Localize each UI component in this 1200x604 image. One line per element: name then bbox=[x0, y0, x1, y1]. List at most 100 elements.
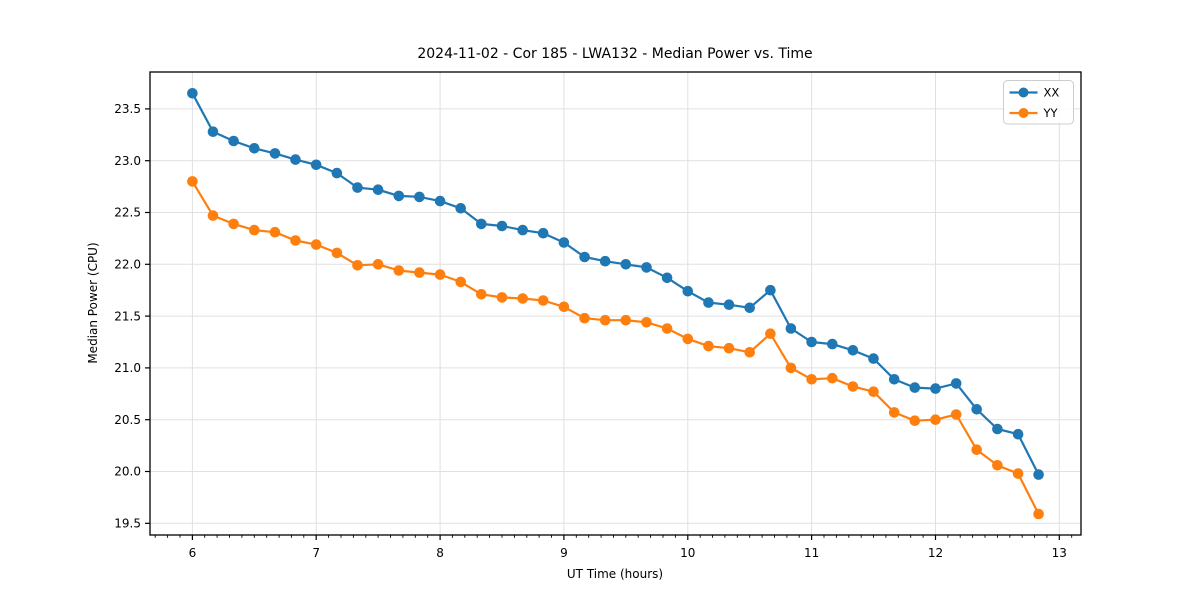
series-YY-point bbox=[207, 210, 219, 221]
series-YY-point bbox=[827, 372, 838, 384]
series-YY-point bbox=[331, 247, 343, 259]
series-YY-point bbox=[703, 340, 714, 352]
y-tick-label: 23.5 bbox=[114, 102, 141, 116]
series-YY-point bbox=[537, 295, 549, 306]
legend-label: XX bbox=[1044, 86, 1060, 100]
series-YY-point bbox=[434, 269, 446, 280]
series-XX-point bbox=[455, 203, 467, 214]
series-YY-point bbox=[682, 333, 694, 345]
series-XX-point bbox=[723, 299, 735, 311]
series-XX-point bbox=[269, 148, 281, 159]
x-axis-label: UT Time (hours) bbox=[567, 567, 663, 581]
y-tick-label: 23.0 bbox=[114, 154, 141, 168]
series-YY-point bbox=[744, 347, 755, 358]
series-YY-point bbox=[971, 444, 982, 456]
series-XX-point bbox=[372, 184, 384, 195]
series-YY-point bbox=[723, 342, 735, 354]
series-XX-point bbox=[827, 338, 838, 350]
y-tick-label: 20.5 bbox=[114, 413, 141, 427]
series-YY-point bbox=[249, 224, 260, 236]
y-tick-label: 21.5 bbox=[114, 309, 141, 323]
series-YY-point bbox=[579, 312, 590, 324]
series-YY-point bbox=[517, 293, 528, 304]
series-YY-point bbox=[806, 374, 817, 385]
series-YY-point bbox=[992, 460, 1003, 471]
series-XX-point bbox=[641, 262, 652, 273]
series-YY-point bbox=[187, 176, 198, 187]
series-YY-point bbox=[765, 328, 776, 340]
series-XX-point bbox=[331, 167, 343, 179]
series-XX-point bbox=[579, 251, 590, 263]
series-YY-point bbox=[641, 317, 652, 328]
series-YY-point bbox=[1012, 468, 1024, 479]
series-YY-point bbox=[868, 386, 879, 398]
series-YY-point bbox=[599, 314, 611, 326]
series-YY-point bbox=[228, 218, 239, 230]
series-YY-point bbox=[310, 239, 322, 250]
y-tick-label: 22.0 bbox=[114, 258, 141, 272]
series-XX-point bbox=[228, 135, 239, 147]
series-XX-point bbox=[434, 195, 446, 207]
x-tick-label: 10 bbox=[680, 546, 695, 560]
series-YY-point bbox=[558, 301, 570, 313]
series-XX-point bbox=[888, 374, 900, 385]
series-XX-point bbox=[806, 336, 817, 348]
series-YY-point bbox=[476, 289, 487, 300]
series-XX-point bbox=[537, 227, 549, 239]
chart-title: 2024-11-02 - Cor 185 - LWA132 - Median P… bbox=[417, 46, 812, 62]
series-YY-point bbox=[414, 267, 425, 278]
series-YY-point bbox=[930, 414, 941, 426]
series-XX-point bbox=[517, 224, 528, 236]
y-tick-label: 20.0 bbox=[114, 465, 141, 479]
series-YY-point bbox=[661, 323, 673, 334]
series-YY-point bbox=[496, 292, 508, 303]
series-YY-point bbox=[785, 362, 797, 374]
series-YY-point bbox=[393, 265, 405, 276]
legend-box bbox=[1003, 80, 1074, 125]
series-XX-point bbox=[868, 353, 879, 364]
series-XX-point bbox=[599, 255, 611, 267]
series-XX-point bbox=[249, 143, 260, 154]
series-XX-point bbox=[930, 383, 941, 394]
series-XX-point bbox=[352, 182, 363, 193]
series-YY-point bbox=[909, 415, 921, 427]
series-XX-point bbox=[1012, 428, 1024, 440]
series-XX-point bbox=[393, 190, 405, 202]
series-XX-point bbox=[310, 159, 322, 171]
y-axis-label: Median Power (CPU) bbox=[86, 242, 100, 363]
series-XX-point bbox=[290, 154, 301, 165]
legend-label: YY bbox=[1043, 106, 1059, 120]
series-YY-line bbox=[191, 180, 1040, 515]
series-YY-point bbox=[1033, 508, 1044, 520]
x-tick-label: 6 bbox=[189, 546, 197, 560]
x-tick-label: 8 bbox=[436, 546, 444, 560]
series-YY-point bbox=[269, 226, 281, 238]
series-XX-point bbox=[1033, 469, 1044, 480]
series-XX-point bbox=[661, 272, 673, 284]
plot-area: 6 7 8 9 10 11 12 13 19.5 20.0 20.5 21.0 21.5 22.0 22.5… bbox=[114, 71, 1082, 560]
series-XX-point bbox=[682, 285, 694, 297]
x-tick-label: 11 bbox=[804, 546, 819, 560]
series-XX-point bbox=[909, 382, 921, 393]
y-tick-label: 21.0 bbox=[114, 361, 141, 375]
axes-frame bbox=[149, 71, 1082, 536]
series-YY-point bbox=[455, 276, 467, 288]
series-YY-point bbox=[847, 381, 859, 392]
x-tick-label: 7 bbox=[312, 546, 320, 560]
series-XX-point bbox=[765, 284, 776, 296]
series-XX-point bbox=[476, 218, 487, 230]
series-XX-point bbox=[950, 378, 962, 389]
x-tick-label: 13 bbox=[1052, 546, 1067, 560]
y-tick-label: 22.5 bbox=[114, 206, 141, 220]
series-YY-point bbox=[620, 314, 632, 326]
series-YY-point bbox=[950, 409, 962, 420]
series-YY-point bbox=[352, 260, 363, 271]
x-tick-label: 12 bbox=[928, 546, 943, 560]
series-XX-point bbox=[744, 302, 755, 314]
series-XX-point bbox=[187, 88, 198, 99]
legend-marker bbox=[1018, 87, 1029, 98]
series-XX-point bbox=[785, 323, 797, 334]
legend-marker bbox=[1018, 108, 1029, 118]
